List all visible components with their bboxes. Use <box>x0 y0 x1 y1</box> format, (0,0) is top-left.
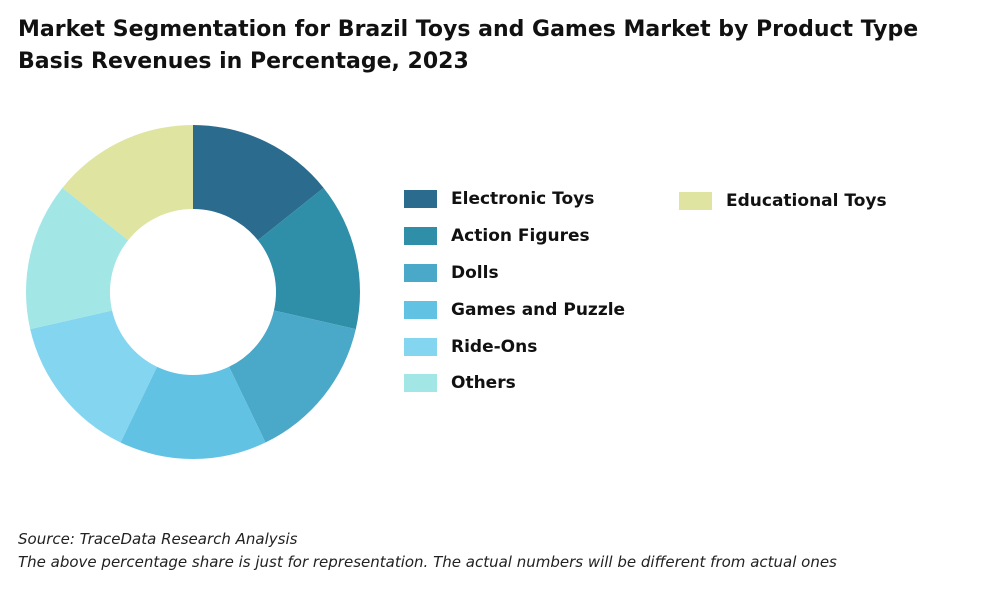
legend-swatch <box>404 338 437 356</box>
legend-label: Games and Puzzle <box>451 300 626 320</box>
legend-label: Educational Toys <box>726 191 887 211</box>
legend-item-educational-toys: Educational Toys <box>679 189 887 213</box>
donut-chart <box>25 125 360 459</box>
legend-label: Dolls <box>451 263 499 283</box>
legend-swatch <box>404 190 437 208</box>
legend-item-electronic-toys: Electronic Toys <box>404 187 594 211</box>
chart-footer: Source: TraceData Research Analysis The … <box>18 528 837 574</box>
slice-electronic-toys <box>193 125 324 241</box>
legend-swatch <box>404 301 437 319</box>
slice-others <box>25 187 129 330</box>
legend-label: Ride-Ons <box>451 337 538 357</box>
legend-label: Action Figures <box>451 226 590 246</box>
slice-games-and-puzzle <box>120 366 266 459</box>
legend-label: Others <box>451 373 516 393</box>
slice-dolls <box>229 310 356 443</box>
chart-title: Market Segmentation for Brazil Toys and … <box>18 17 919 74</box>
legend-swatch <box>404 227 437 245</box>
slice-action-figures <box>257 187 360 330</box>
slice-ride-ons <box>30 310 157 443</box>
legend-item-games-and-puzzle: Games and Puzzle <box>404 298 625 322</box>
legend-label: Electronic Toys <box>451 189 595 209</box>
legend-item-dolls: Dolls <box>404 261 499 285</box>
slice-educational-toys <box>62 125 193 241</box>
legend-item-others: Others <box>404 371 516 395</box>
legend-swatch <box>679 192 712 210</box>
disclaimer-note: The above percentage share is just for r… <box>18 553 837 571</box>
legend-swatch <box>404 264 437 282</box>
legend-item-ride-ons: Ride-Ons <box>404 335 537 359</box>
legend-swatch <box>404 374 437 392</box>
source-note: Source: TraceData Research Analysis <box>18 530 298 548</box>
legend-item-action-figures: Action Figures <box>404 224 590 248</box>
